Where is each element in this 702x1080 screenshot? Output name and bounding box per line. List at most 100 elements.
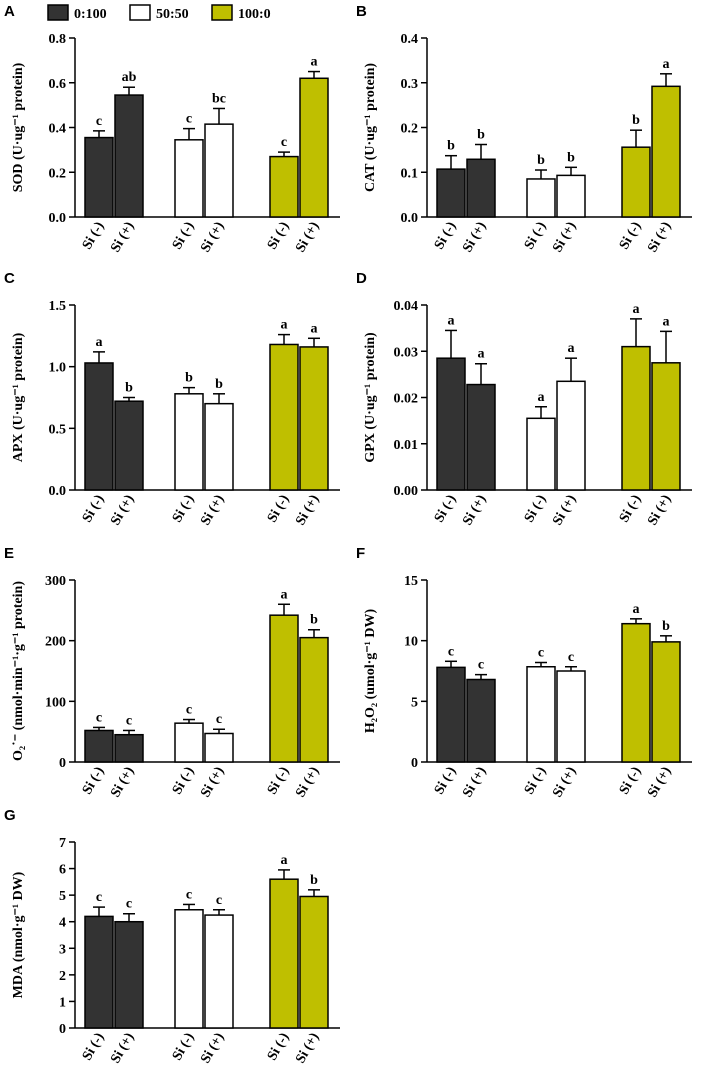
x-tick-label: Si (-) xyxy=(522,764,550,797)
x-tick-label: Si (+) xyxy=(460,219,489,255)
y-tick-label: 0 xyxy=(411,756,418,771)
y-tick-label: 300 xyxy=(45,574,66,589)
bar xyxy=(436,168,466,218)
x-tick-label: Si (+) xyxy=(550,764,579,800)
x-tick-label: Si (+) xyxy=(198,1030,227,1066)
x-tick-label: Si (+) xyxy=(108,492,137,528)
x-tick-label: Si (-) xyxy=(170,492,198,525)
significance-letter: b xyxy=(567,150,575,165)
bar xyxy=(114,400,144,491)
significance-letter: b xyxy=(310,873,318,888)
significance-letter: b xyxy=(215,377,223,392)
y-tick-label: 3 xyxy=(59,942,66,957)
significance-letter: c xyxy=(448,644,454,659)
bar xyxy=(556,380,586,491)
y-tick-label: 5 xyxy=(411,695,418,710)
bar xyxy=(526,178,556,218)
x-tick-label: Si (-) xyxy=(432,219,460,252)
bar xyxy=(621,146,651,218)
x-tick-label: Si (+) xyxy=(293,219,322,255)
significance-letter: c xyxy=(96,114,102,129)
y-tick-label: 10 xyxy=(404,635,418,650)
bar xyxy=(84,136,114,218)
x-tick-label: Si (+) xyxy=(645,492,674,528)
significance-letter: a xyxy=(281,853,288,868)
significance-letter: b xyxy=(185,371,193,386)
significance-letter: a xyxy=(568,341,575,356)
bar xyxy=(436,357,466,491)
x-tick-label: Si (-) xyxy=(522,219,550,252)
x-tick-label: Si (+) xyxy=(198,764,227,800)
y-tick-label: 0.02 xyxy=(394,392,419,407)
significance-letter: a xyxy=(663,314,670,329)
x-tick-label: Si (-) xyxy=(617,219,645,252)
significance-letter: b xyxy=(662,619,670,634)
panel-letter: G xyxy=(4,807,16,824)
y-tick-label: 5 xyxy=(59,889,66,904)
legend-label: 50:50 xyxy=(156,7,189,22)
significance-letter: c xyxy=(96,710,102,725)
significance-letter: a xyxy=(538,390,545,405)
significance-letter: b xyxy=(310,613,318,628)
bar xyxy=(651,362,681,491)
y-tick-label: 2 xyxy=(59,969,66,984)
bar xyxy=(556,670,586,763)
significance-letter: b xyxy=(537,153,545,168)
significance-letter: c xyxy=(216,893,222,908)
x-tick-label: Si (+) xyxy=(460,492,489,528)
y-axis-label: SOD (U·ug⁻¹ protein) xyxy=(11,62,26,192)
bar xyxy=(526,666,556,763)
bar xyxy=(84,729,114,763)
bar xyxy=(299,636,329,763)
x-tick-label: Si (+) xyxy=(293,764,322,800)
x-tick-label: Si (-) xyxy=(617,764,645,797)
bar xyxy=(84,362,114,491)
y-tick-label: 0 xyxy=(59,756,66,771)
x-tick-label: Si (+) xyxy=(293,1030,322,1066)
x-tick-label: Si (+) xyxy=(198,219,227,255)
significance-letter: c xyxy=(478,658,484,673)
significance-letter: a xyxy=(448,313,455,328)
y-tick-label: 7 xyxy=(59,836,66,851)
bar xyxy=(466,383,496,491)
x-tick-label: Si (+) xyxy=(108,1030,137,1066)
legend-swatch xyxy=(47,4,69,21)
x-tick-label: Si (-) xyxy=(80,1030,108,1063)
significance-letter: b xyxy=(477,128,485,143)
x-tick-label: Si (-) xyxy=(617,492,645,525)
x-tick-label: Si (-) xyxy=(80,219,108,252)
bar xyxy=(174,722,204,763)
significance-letter: c xyxy=(216,712,222,727)
bar xyxy=(651,641,681,763)
y-tick-label: 0.8 xyxy=(49,32,67,47)
x-tick-label: Si (-) xyxy=(265,492,293,525)
y-tick-label: 0.3 xyxy=(401,77,419,92)
bar xyxy=(299,895,329,1029)
y-tick-label: 0.0 xyxy=(49,211,67,226)
x-tick-label: Si (-) xyxy=(432,764,460,797)
panel-letter: C xyxy=(4,270,15,287)
bar xyxy=(269,878,299,1029)
significance-letter: c xyxy=(186,112,192,127)
y-tick-label: 200 xyxy=(45,635,66,650)
bar xyxy=(269,614,299,763)
panel-letter: F xyxy=(356,545,365,562)
significance-letter: c xyxy=(186,887,192,902)
significance-letter: a xyxy=(478,347,485,362)
panel-letter: D xyxy=(356,270,367,287)
significance-letter: ab xyxy=(122,70,137,85)
significance-letter: c xyxy=(538,646,544,661)
bar xyxy=(174,909,204,1029)
panel-letter: B xyxy=(356,3,367,20)
x-tick-label: Si (-) xyxy=(170,764,198,797)
x-tick-label: Si (+) xyxy=(645,219,674,255)
y-tick-label: 1.0 xyxy=(49,361,67,376)
y-tick-label: 0.00 xyxy=(394,484,419,499)
y-tick-label: 0.4 xyxy=(401,32,419,47)
significance-letter: bc xyxy=(212,91,226,106)
y-tick-label: 1.5 xyxy=(49,299,67,314)
x-tick-label: Si (+) xyxy=(293,492,322,528)
x-tick-label: Si (-) xyxy=(265,219,293,252)
significance-letter: a xyxy=(311,55,318,70)
y-axis-label: MDA (nmol·g⁻¹ DW) xyxy=(11,871,26,998)
